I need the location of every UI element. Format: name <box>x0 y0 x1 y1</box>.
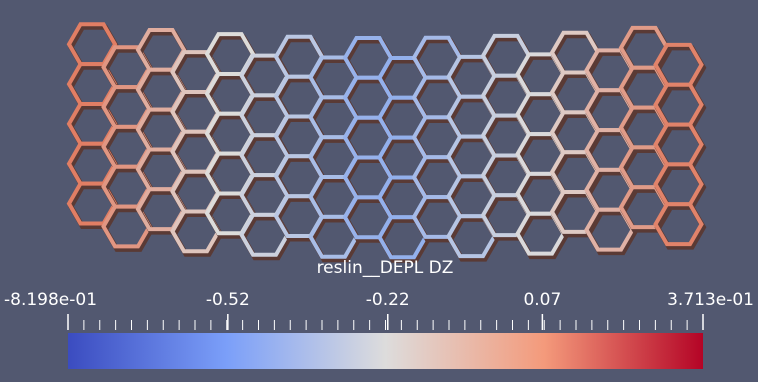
colorbar-title: reslin__DEPL DZ <box>317 258 454 278</box>
colorbar <box>68 333 703 369</box>
page: reslin__DEPL DZ -8.198e-01 -0.52 -0.22 0.07… <box>0 0 758 382</box>
tick-label: 3.713e-01 <box>667 290 754 310</box>
render-view: reslin__DEPL DZ -8.198e-01 -0.52 -0.22 0.07… <box>0 0 758 382</box>
tick-label: -0.22 <box>366 290 410 310</box>
tick-label: -0.52 <box>206 290 250 310</box>
tick-label: -8.198e-01 <box>4 290 97 310</box>
tick-label: 0.07 <box>523 290 561 310</box>
